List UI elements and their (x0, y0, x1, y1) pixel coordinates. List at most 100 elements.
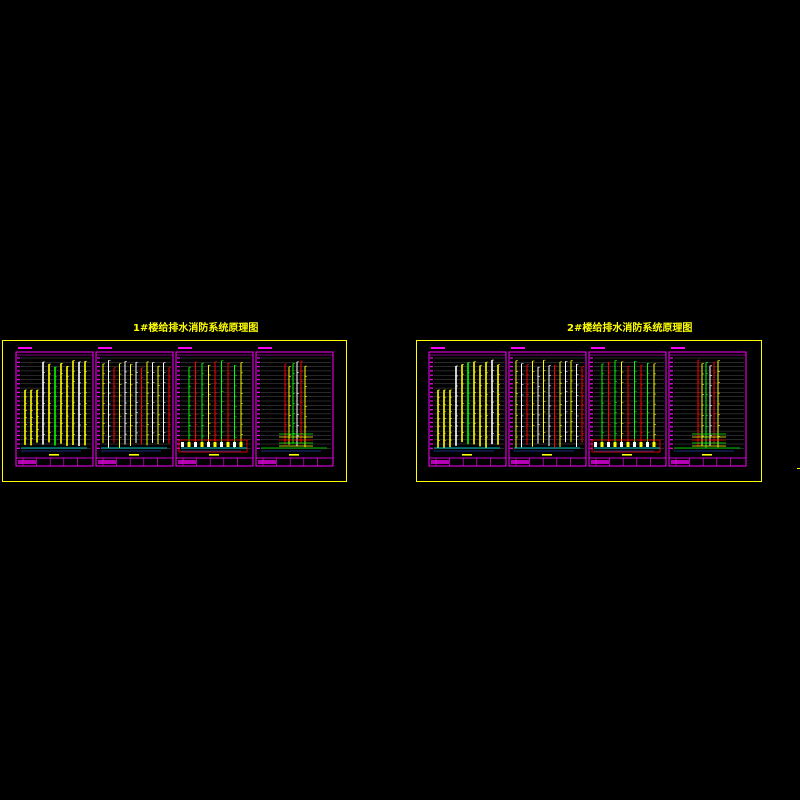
title-block-stamp (671, 460, 689, 464)
pump-symbol (239, 442, 243, 447)
floor-level-mark (177, 361, 180, 363)
floor-level-mark (590, 443, 593, 445)
floor-level-mark (97, 404, 100, 406)
floor-level-mark (590, 370, 593, 372)
floor-level-mark (430, 396, 433, 398)
pump-symbol (181, 442, 184, 447)
floor-level-mark (257, 434, 260, 436)
floor-level-mark (257, 430, 260, 432)
floor-level-mark (257, 443, 260, 445)
pump-symbol (220, 442, 223, 447)
floor-level-mark (590, 409, 593, 411)
floor-level-mark (257, 370, 260, 372)
panel-header-mark (671, 347, 685, 349)
floor-level-mark (177, 400, 180, 402)
sheet-outer-frame (2, 340, 347, 482)
legend-mark (622, 454, 632, 456)
floor-level-mark (510, 417, 513, 419)
floor-level-mark (670, 378, 673, 381)
floor-level-mark (510, 447, 513, 449)
floor-level-mark (17, 370, 20, 372)
title-block-stamp (178, 460, 196, 464)
floor-level-mark (177, 439, 180, 441)
floor-level-mark (257, 378, 260, 381)
floor-level-mark (177, 447, 180, 449)
floor-level-mark (97, 396, 100, 398)
floor-level-mark (670, 434, 673, 436)
floor-level-mark (430, 400, 433, 402)
floor-level-mark (17, 426, 20, 428)
floor-level-mark (430, 361, 433, 363)
sheet-1 (2, 340, 347, 482)
sheet-outer-frame (416, 340, 762, 482)
sheet-title-building-2: 2#楼给排水消防系统原理图 (567, 323, 693, 334)
pump-room (591, 439, 661, 453)
floor-level-mark (590, 396, 593, 398)
panel-frame (668, 351, 747, 467)
floor-level-mark (670, 430, 673, 432)
title-block-stamp (431, 460, 449, 464)
floor-level-mark (257, 413, 260, 415)
floor-level-mark (430, 430, 433, 432)
floor-level-mark (257, 396, 260, 398)
floor-level-mark (97, 400, 100, 402)
floor-level-mark (590, 383, 593, 385)
floor-level-mark (97, 391, 100, 393)
floor-level-mark (430, 378, 433, 381)
pump-symbol (607, 442, 610, 447)
floor-level-mark (97, 361, 100, 363)
floor-level-mark (97, 439, 100, 441)
panel-1 (15, 347, 94, 467)
floor-level-mark (430, 434, 433, 436)
floor-level-mark (590, 374, 593, 376)
floor-level-mark (590, 378, 593, 381)
floor-level-mark (670, 404, 673, 406)
floor-level-mark (177, 413, 180, 415)
panel-2 (95, 347, 174, 467)
floor-level-mark (670, 409, 673, 411)
pump-symbol (594, 442, 597, 447)
floor-level-mark (97, 413, 100, 415)
floor-level-mark (17, 409, 20, 411)
floor-level-mark (590, 404, 593, 406)
floor-level-mark (257, 387, 260, 389)
floor-level-mark (670, 396, 673, 398)
panel-header-mark (18, 347, 32, 349)
floor-level-mark (590, 400, 593, 402)
floor-level-mark (430, 404, 433, 406)
floor-level-mark (257, 374, 260, 376)
pump-room (178, 439, 248, 453)
panel-title-block (588, 457, 667, 467)
panel-title-block (668, 457, 747, 467)
floor-level-mark (257, 417, 260, 419)
floor-level-mark (17, 396, 20, 398)
panel-title-block (95, 457, 174, 467)
floor-level-mark (257, 421, 260, 424)
floor-level-mark (430, 387, 433, 389)
floor-level-mark (590, 366, 593, 368)
floor-level-mark (670, 426, 673, 428)
floor-level-mark (257, 447, 260, 449)
panel-title-block (175, 457, 254, 467)
floor-level-mark (670, 383, 673, 385)
title-block-stamp (258, 460, 276, 464)
floor-level-mark (177, 366, 180, 368)
floor-level-mark (97, 357, 100, 359)
floor-level-mark (590, 417, 593, 419)
floor-level-mark (17, 378, 20, 381)
floor-level-mark (17, 374, 20, 376)
floor-level-mark (17, 439, 20, 441)
panel-4 (668, 347, 747, 467)
floor-level-mark (510, 357, 513, 359)
floor-level-mark (510, 426, 513, 428)
pump-symbol (226, 442, 230, 447)
floor-level-mark (510, 366, 513, 368)
panel-frame (95, 351, 174, 467)
floor-level-mark (670, 400, 673, 402)
floor-level-mark (177, 383, 180, 385)
floor-level-mark (177, 421, 180, 424)
floor-level-mark (670, 357, 673, 359)
floor-level-mark (590, 430, 593, 432)
floor-level-mark (97, 417, 100, 419)
floor-level-mark (97, 366, 100, 368)
